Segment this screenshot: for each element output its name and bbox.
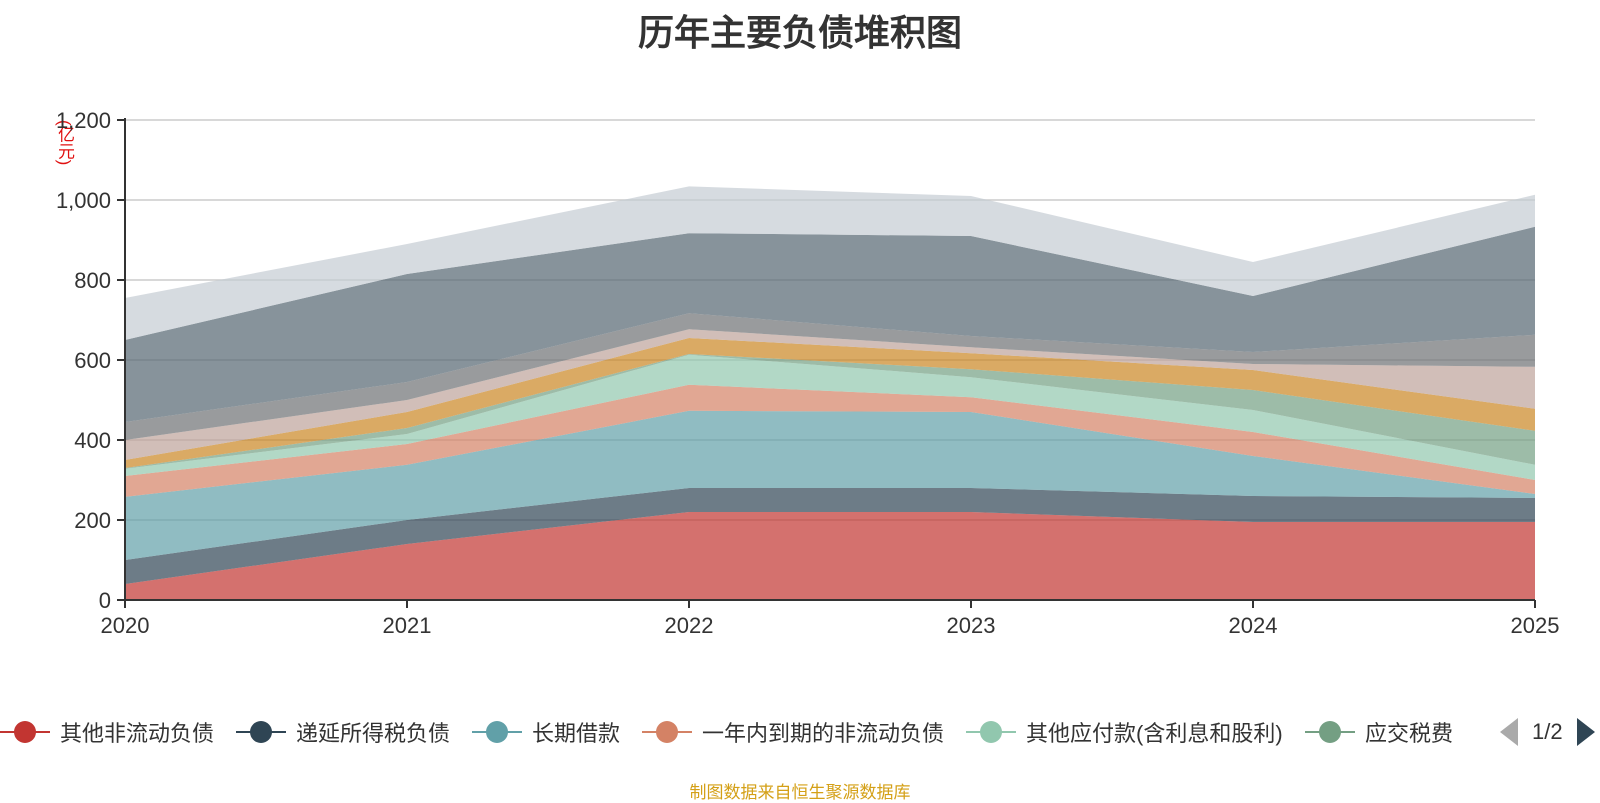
- legend-label: 应交税费: [1365, 721, 1454, 746]
- legend-item[interactable]: 一年内到期的非流动负债: [642, 712, 944, 752]
- x-tick-label: 2024: [1229, 613, 1278, 638]
- y-tick-label: 800: [74, 268, 111, 293]
- legend-item[interactable]: 递延所得税负债: [236, 712, 450, 752]
- legend-label: 其他非流动负债: [60, 721, 215, 746]
- legend-label: 其他应付款(含利息和股利): [1026, 721, 1283, 746]
- area-其他非流动负债: [125, 512, 1535, 600]
- y-tick-label: 1,000: [56, 188, 111, 213]
- legend-next-page-icon[interactable]: [1576, 718, 1595, 746]
- legend-item[interactable]: 长期借款: [472, 712, 620, 752]
- data-source-note: 制图数据来自恒生聚源数据库: [689, 783, 911, 802]
- y-tick-label: 600: [74, 348, 111, 373]
- area-应付账款: [125, 338, 1535, 468]
- legend-item[interactable]: 其他非流动负债: [0, 712, 214, 752]
- legend: 其他非流动负债 递延所得税负债 长期借款 一年内到期的非流动负债 其他应付款(含利息和股…: [0, 712, 1480, 752]
- axes: 0 200 400 600 800 1,000 1,200 2020 2021 2022 2023 2…: [56, 108, 1560, 638]
- legend-item[interactable]: 应交税费: [1305, 712, 1453, 752]
- x-tick-label: 2021: [383, 613, 432, 638]
- legend-swatch-icon: [236, 717, 286, 747]
- y-tick-label: 200: [74, 508, 111, 533]
- area-series: [125, 186, 1535, 600]
- legend-label: 一年内到期的非流动负债: [702, 721, 945, 746]
- area-一年内到期的非流动负债: [125, 384, 1535, 497]
- legend-label: 递延所得税负债: [296, 721, 451, 746]
- area-其他应付款(含利息和股利): [125, 354, 1535, 480]
- legend-swatch-icon: [642, 717, 692, 747]
- legend-label: 长期借款: [532, 721, 621, 746]
- legend-pager: 1/2: [1500, 714, 1595, 750]
- legend-swatch-icon: [966, 717, 1016, 747]
- legend-swatch-icon: [0, 717, 50, 747]
- chart-title: 历年主要负债堆积图: [637, 12, 962, 53]
- x-tick-label: 2020: [101, 613, 150, 638]
- legend-item[interactable]: 其他应付款(含利息和股利): [966, 712, 1283, 752]
- area-长期借款: [125, 410, 1535, 560]
- y-tick-label: 1,200: [56, 108, 111, 133]
- area-应付债券: [125, 226, 1535, 422]
- legend-swatch-icon: [472, 717, 522, 747]
- y-tick-label: 400: [74, 428, 111, 453]
- x-tick-label: 2022: [665, 613, 714, 638]
- stacked-area-chart: 0 200 400 600 800 1,000 1,200 2020 2021 2022 2023 2…: [56, 108, 1560, 638]
- legend-page-indicator: 1/2: [1532, 719, 1563, 744]
- y-tick-label: 0: [99, 588, 111, 613]
- x-tick-label: 2025: [1511, 613, 1560, 638]
- area-应付票据: [125, 329, 1535, 460]
- area-合同负债: [125, 186, 1535, 340]
- y-axis-unit-label: (亿元): [55, 120, 74, 166]
- legend-prev-page-icon[interactable]: [1500, 718, 1518, 746]
- x-tick-label: 2023: [947, 613, 996, 638]
- legend-swatch-icon: [1305, 717, 1355, 747]
